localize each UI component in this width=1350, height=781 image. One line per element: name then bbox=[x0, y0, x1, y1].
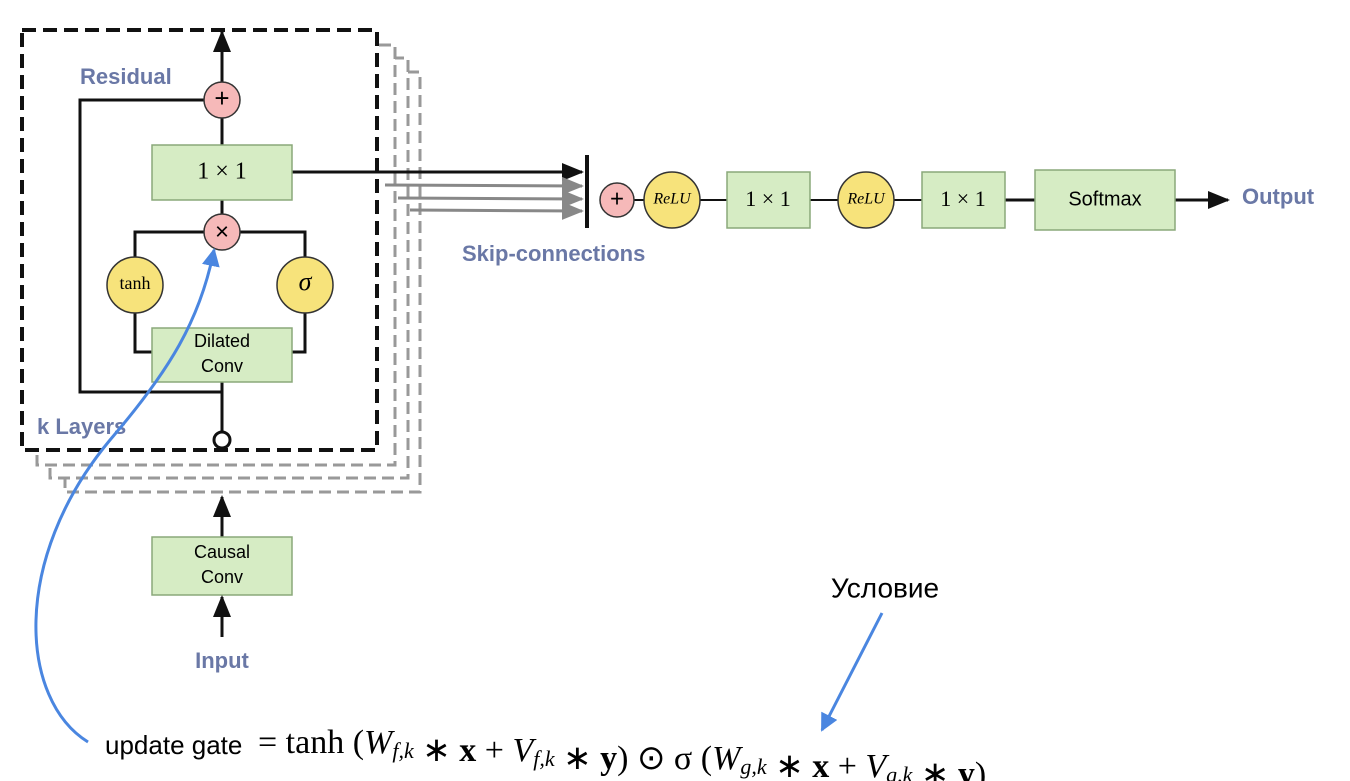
formula-part: + bbox=[476, 732, 512, 769]
formula-part: y bbox=[958, 756, 975, 781]
conv-box bbox=[726, 171, 811, 229]
softmax-box bbox=[1034, 169, 1176, 231]
dilated-conv-box bbox=[151, 327, 293, 383]
formula-part: y bbox=[600, 740, 617, 777]
relu-label: ReLU bbox=[846, 191, 886, 208]
skip-arrow bbox=[397, 189, 584, 208]
condition-label: Условие bbox=[831, 572, 939, 603]
mul-symbol: × bbox=[215, 218, 229, 245]
formula-part: W bbox=[364, 724, 395, 761]
formula-part: g,k bbox=[740, 754, 768, 779]
skip-arrow bbox=[409, 201, 584, 220]
formula-part: = tanh ( bbox=[258, 724, 364, 761]
dilated-conv-label: Conv bbox=[201, 356, 243, 376]
conv-label: 1 × 1 bbox=[745, 186, 790, 211]
mul-node bbox=[203, 213, 241, 251]
residual-label: Residual bbox=[80, 64, 172, 89]
causal-conv-label: Conv bbox=[201, 567, 243, 587]
sigma-label: σ bbox=[299, 267, 313, 296]
formula: = tanh (Wf,k ∗ x + Vf,k ∗ y) ⊙ σ (Wg,k ∗… bbox=[258, 724, 986, 781]
add-node bbox=[203, 81, 241, 119]
tanh-node bbox=[106, 256, 164, 314]
skip-label: Skip-connections bbox=[462, 241, 645, 266]
causal-conv-label: Causal bbox=[194, 542, 250, 562]
sigma-node bbox=[276, 256, 334, 314]
line bbox=[133, 313, 152, 354]
relu-node bbox=[643, 171, 701, 229]
formula-part: ∗ bbox=[555, 740, 601, 777]
update-gate-label: update gate bbox=[105, 730, 242, 760]
add-symbol: + bbox=[214, 83, 229, 113]
formula-part: ∗ bbox=[414, 732, 460, 769]
formula-part: f,k bbox=[533, 746, 556, 771]
annotation-arrow bbox=[820, 612, 884, 732]
softmax-label: Softmax bbox=[1068, 188, 1141, 210]
annotation-arrow bbox=[34, 248, 220, 744]
formula-part: x bbox=[812, 748, 829, 781]
formula-part: x bbox=[459, 732, 476, 769]
formula-part: + bbox=[829, 748, 865, 781]
formula-part: g,k bbox=[886, 762, 914, 781]
conv-box bbox=[921, 171, 1006, 229]
formula-part: ∗ bbox=[767, 748, 813, 781]
formula-part: f,k bbox=[392, 738, 415, 763]
input-label: Input bbox=[195, 648, 249, 673]
line bbox=[292, 313, 307, 354]
formula-part: ∗ bbox=[912, 756, 958, 781]
add-node bbox=[599, 182, 635, 218]
dilated-conv-label: Dilated bbox=[194, 331, 250, 351]
relu-label: ReLU bbox=[652, 191, 692, 208]
tanh-label: tanh bbox=[120, 273, 151, 293]
k-layers-label: k Layers bbox=[37, 414, 126, 439]
formula-part: W bbox=[712, 740, 743, 777]
layer-box bbox=[20, 28, 379, 452]
skip-arrow bbox=[384, 176, 584, 195]
residual-line bbox=[78, 98, 222, 394]
causal-conv-box bbox=[151, 536, 293, 596]
relu-node bbox=[837, 171, 895, 229]
conv-label: 1 × 1 bbox=[940, 186, 985, 211]
formula-part: ) bbox=[975, 756, 986, 781]
formula-part: ) ⊙ σ ( bbox=[617, 740, 712, 777]
conv-label: 1 × 1 bbox=[197, 159, 247, 185]
output-label: Output bbox=[1242, 184, 1315, 209]
input-node bbox=[212, 430, 232, 450]
add-symbol: + bbox=[610, 185, 624, 212]
conv-box bbox=[151, 144, 293, 201]
